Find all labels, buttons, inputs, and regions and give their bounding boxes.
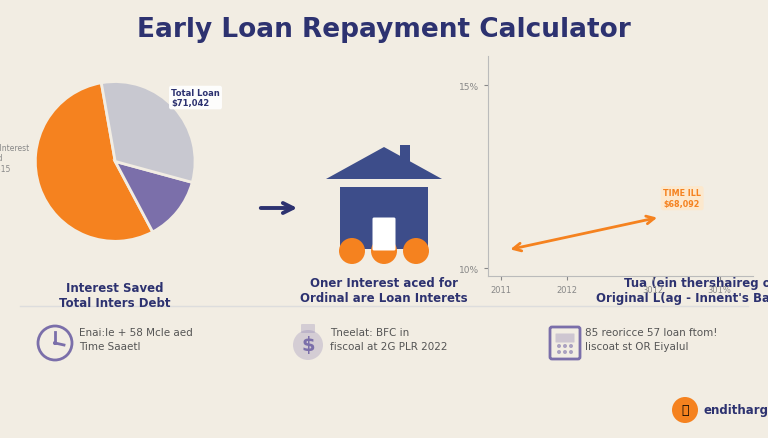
Circle shape — [371, 238, 397, 265]
Wedge shape — [101, 82, 195, 183]
Text: 85 reoricce 57 loan ftom!
Iiscoat st OR Eiyalul: 85 reoricce 57 loan ftom! Iiscoat st OR … — [585, 327, 717, 351]
Text: Interest Saved
Total Inters Debt: Interest Saved Total Inters Debt — [59, 282, 171, 310]
Circle shape — [557, 344, 561, 348]
FancyBboxPatch shape — [301, 324, 315, 333]
FancyBboxPatch shape — [372, 218, 396, 251]
Circle shape — [339, 238, 365, 265]
Circle shape — [53, 341, 57, 345]
Text: Tua (ein thershaireg or
Original L(ag - Innent's Barenc): Tua (ein thershaireg or Original L(ag - … — [596, 276, 768, 304]
Circle shape — [563, 350, 567, 354]
Circle shape — [569, 344, 573, 348]
Circle shape — [557, 350, 561, 354]
FancyBboxPatch shape — [555, 334, 574, 343]
Text: enditharges: enditharges — [703, 403, 768, 417]
Wedge shape — [35, 84, 153, 242]
Circle shape — [563, 344, 567, 348]
Text: Total Loan
$71,042: Total Loan $71,042 — [171, 88, 220, 108]
Text: Tneelat: BFC in
fiscoal at 2G PLR 2022: Tneelat: BFC in fiscoal at 2G PLR 2022 — [330, 327, 448, 351]
Wedge shape — [115, 162, 192, 233]
Text: Enai:le + 58 Mcle aed
Time Saaetl: Enai:le + 58 Mcle aed Time Saaetl — [79, 327, 193, 351]
Text: TIME ILL
$68,092: TIME ILL $68,092 — [664, 189, 701, 208]
FancyBboxPatch shape — [340, 187, 428, 249]
Text: $: $ — [301, 336, 315, 355]
Text: 🔑: 🔑 — [681, 403, 689, 417]
FancyBboxPatch shape — [400, 146, 410, 166]
Text: Oner Interest aced for
Ordinal are Loan Interets: Oner Interest aced for Ordinal are Loan … — [300, 276, 468, 304]
Circle shape — [672, 397, 698, 423]
Circle shape — [403, 238, 429, 265]
Text: Total Interest
Saved
$26,515: Total Interest Saved $26,515 — [0, 143, 30, 173]
Circle shape — [293, 330, 323, 360]
Polygon shape — [326, 148, 442, 180]
Circle shape — [569, 350, 573, 354]
Text: Early Loan Repayment Calculator: Early Loan Repayment Calculator — [137, 17, 631, 43]
